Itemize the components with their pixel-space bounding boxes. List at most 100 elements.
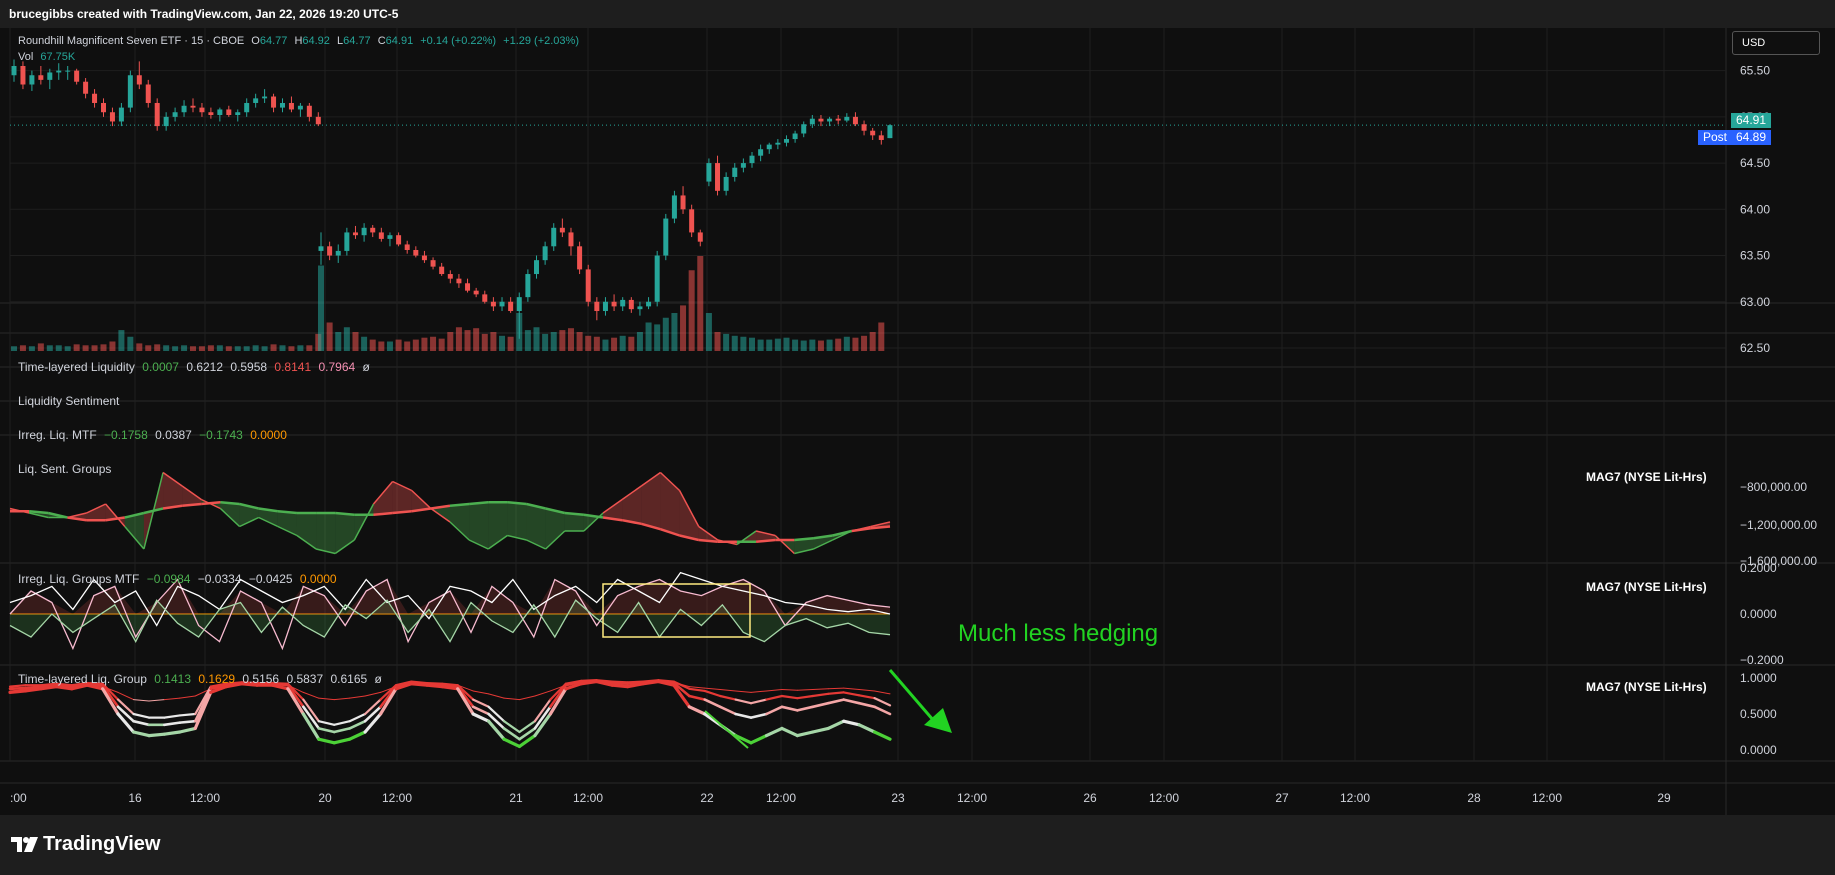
tlg-series-segment [795,730,815,738]
tlg-series-segment [333,720,351,726]
tlg-symbol-label: MAG7 (NYSE Lit-Hrs) [1586,680,1707,694]
symbol-name[interactable]: Roundhill Magnificent Seven ETF · 15 · C… [18,35,245,47]
candle-body [723,176,729,191]
lsg-line-a-segment [774,534,795,555]
tlg-series-segment [735,690,752,693]
candle-body [387,235,393,239]
time-axis-label: 27 [1275,791,1289,805]
tlg-series-segment [162,730,182,736]
lsg-line-a-segment [602,498,623,514]
lsg-line-b-segment [698,538,718,544]
tlg-value-5: 0.6165 [330,672,368,686]
lsg-line-a-segment [813,539,833,550]
tlg-series-segment [749,712,768,719]
lsg-line-a-segment [794,548,814,555]
lsg-line-b-segment [813,534,833,540]
lsg-title[interactable]: Liq. Sent. Groups [18,462,112,476]
volume-bar [861,335,868,351]
tlg-series-segment [85,682,104,687]
candle-body [439,266,445,275]
lsg-fill-segment [258,508,278,527]
lsg-line-a-segment [621,485,642,501]
tradingview-logo-text[interactable]: TradingView [43,833,161,855]
candle-body [262,96,268,99]
post-price-tag: 64.89 [1731,130,1772,145]
tlg-series-segment [116,705,135,723]
lsg-line-b-segment [640,522,661,531]
price-axis-label: 64.00 [1740,202,1770,216]
tlg-series-segment [826,698,845,705]
lsg-line-b-segment [201,500,221,506]
irg-value-3: −0.0425 [248,572,293,586]
candle-body [11,66,17,76]
ls-title[interactable]: Liquidity Sentiment [18,394,120,408]
irr-title[interactable]: Irreg. Liq. MTF [18,428,97,442]
lsg-line-a-segment [870,521,891,528]
lsg-line-a-segment [640,471,661,487]
tlg-series-segment [378,687,398,716]
tll-value-3: 0.5958 [230,360,268,374]
tlg-series-segment [872,730,892,741]
currency-button[interactable]: USD [1732,31,1820,55]
tlg-series-segment [302,691,320,699]
volume-bar [343,327,350,351]
tlg-series-segment [625,682,645,689]
lsg-line-b-segment [469,500,489,506]
volume-bar [412,339,419,351]
tlg-series-segment [843,687,860,691]
irg-value-1: −0.0984 [146,572,191,586]
lsg-line-b-segment [258,507,279,513]
irg-title[interactable]: Irreg. Liq. Groups MTF [18,572,140,586]
volume-bar [82,345,89,351]
tlg-series-segment [440,685,460,691]
candle-body [542,246,548,261]
volume-bar [306,345,313,351]
time-axis-label: 12:00 [1532,791,1562,805]
tlg-series-segment [54,685,74,691]
candle-body [430,260,436,267]
time-axis-label: 12:00 [1149,791,1179,805]
tll-value-5: 0.7964 [318,360,356,374]
volume-bar [671,313,678,351]
tll-title[interactable]: Time-layered Liquidity [18,360,135,374]
candle-body [109,112,115,122]
chart-area[interactable]: 65.5065.0064.5064.0063.5063.0062.50−800,… [0,28,1835,815]
volume-bar [749,337,755,351]
candle-body [378,232,384,239]
tlg-series-segment [363,705,382,723]
volume-bar [261,346,268,351]
candle-body [335,250,341,256]
volume-bar [145,345,152,351]
candle-body [163,116,169,127]
lsg-line-b-segment [602,516,623,522]
volume-bar [731,335,738,351]
tlg-series-segment [749,733,769,745]
tlg-series-segment [39,682,58,687]
lsg-line-b-segment [182,502,202,508]
tlg-series-segment [101,687,120,716]
volume-bar [869,332,876,351]
volume-bar [602,339,609,351]
chart-canvas[interactable]: 65.5065.0064.5064.0063.5063.0062.50−800,… [0,28,1835,815]
annotation-text[interactable]: Much less hedging [958,620,1159,647]
candle-body [288,102,294,110]
lsg-fill-segment [545,508,565,549]
volume-bar [207,345,214,351]
open-label: O [251,35,260,47]
tlg-series-segment [503,697,520,701]
lsg-line-b-segment [277,509,298,515]
candle-body [689,209,695,233]
candle-body [775,142,781,145]
volume-bar [19,345,26,351]
candle-body [646,301,652,307]
tlg-title[interactable]: Time-layered Liq. Group [18,672,147,686]
close-label: C [377,35,386,47]
lsg-line-a-segment [162,471,183,487]
time-axis-label: 12:00 [1340,791,1370,805]
tlg-series-segment [179,695,196,699]
tradingview-logo-icon[interactable] [10,835,40,855]
candle-body [473,290,479,295]
time-axis-label: 12:00 [382,791,412,805]
volume-bar [645,322,652,351]
lsg-line-b-segment [220,500,240,506]
